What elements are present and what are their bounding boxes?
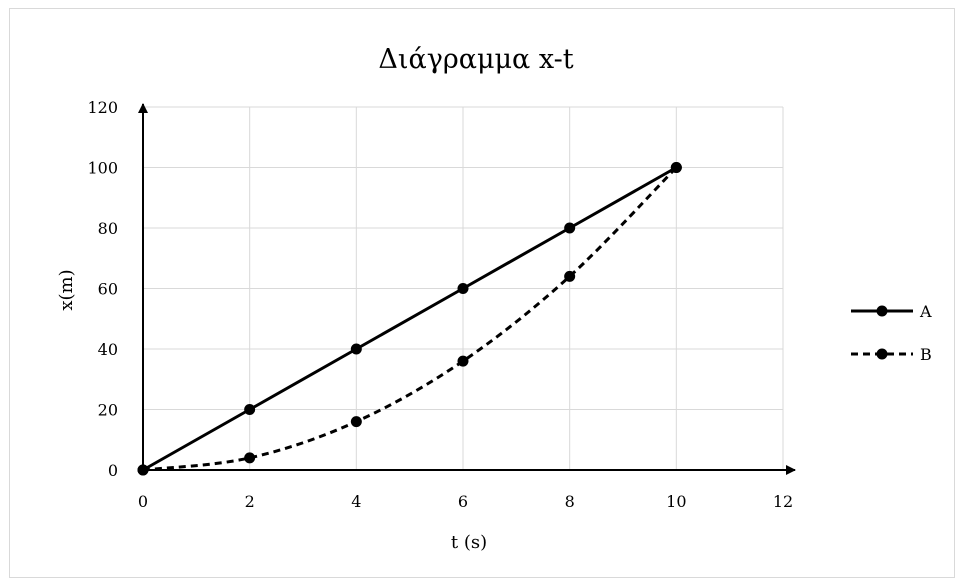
series-b-point — [564, 270, 576, 282]
chart-frame — [9, 8, 955, 578]
series-a-point — [457, 283, 469, 294]
axes — [138, 103, 796, 475]
y-tick-labels: 0 20 40 60 80 100 120 — [87, 98, 118, 480]
series-a-point — [564, 222, 576, 234]
series-a-point — [350, 343, 362, 355]
series-layer — [137, 162, 682, 476]
x-tick-label: 8 — [565, 492, 575, 511]
legend: AB — [851, 302, 932, 364]
chart-title: Διάγραμμα x-t — [378, 44, 573, 75]
y-tick-label: 100 — [87, 159, 118, 178]
x-axis-label: t (s) — [451, 532, 487, 553]
y-tick-label: 0 — [108, 461, 118, 480]
series-a-line — [142, 166, 678, 472]
x-tick-label: 4 — [351, 492, 361, 511]
x-tick-label: 12 — [773, 492, 793, 511]
x-tick-label: 6 — [458, 492, 468, 511]
x-tick-label: 10 — [666, 492, 686, 511]
x-tick-labels: 0 2 4 6 8 10 12 — [138, 492, 793, 511]
series-b-point — [457, 355, 469, 367]
series-b-point — [137, 464, 149, 476]
legend-a-marker — [876, 305, 888, 317]
series-a-point — [244, 404, 256, 415]
y-tick-label: 40 — [98, 340, 118, 359]
legend-b-label: B — [920, 345, 932, 364]
y-tick-label: 60 — [98, 280, 118, 299]
x-tick-label: 0 — [138, 492, 148, 511]
series-b-point — [350, 416, 362, 428]
series-b-point — [670, 162, 682, 173]
legend-a-label: A — [919, 302, 932, 321]
y-axis-label: x(m) — [56, 269, 77, 310]
y-tick-label: 20 — [98, 401, 118, 420]
x-tick-label: 2 — [245, 492, 255, 511]
y-tick-label: 120 — [87, 98, 118, 117]
y-tick-label: 80 — [98, 219, 118, 238]
legend-b-marker — [876, 348, 888, 360]
series-b-point — [244, 452, 256, 464]
